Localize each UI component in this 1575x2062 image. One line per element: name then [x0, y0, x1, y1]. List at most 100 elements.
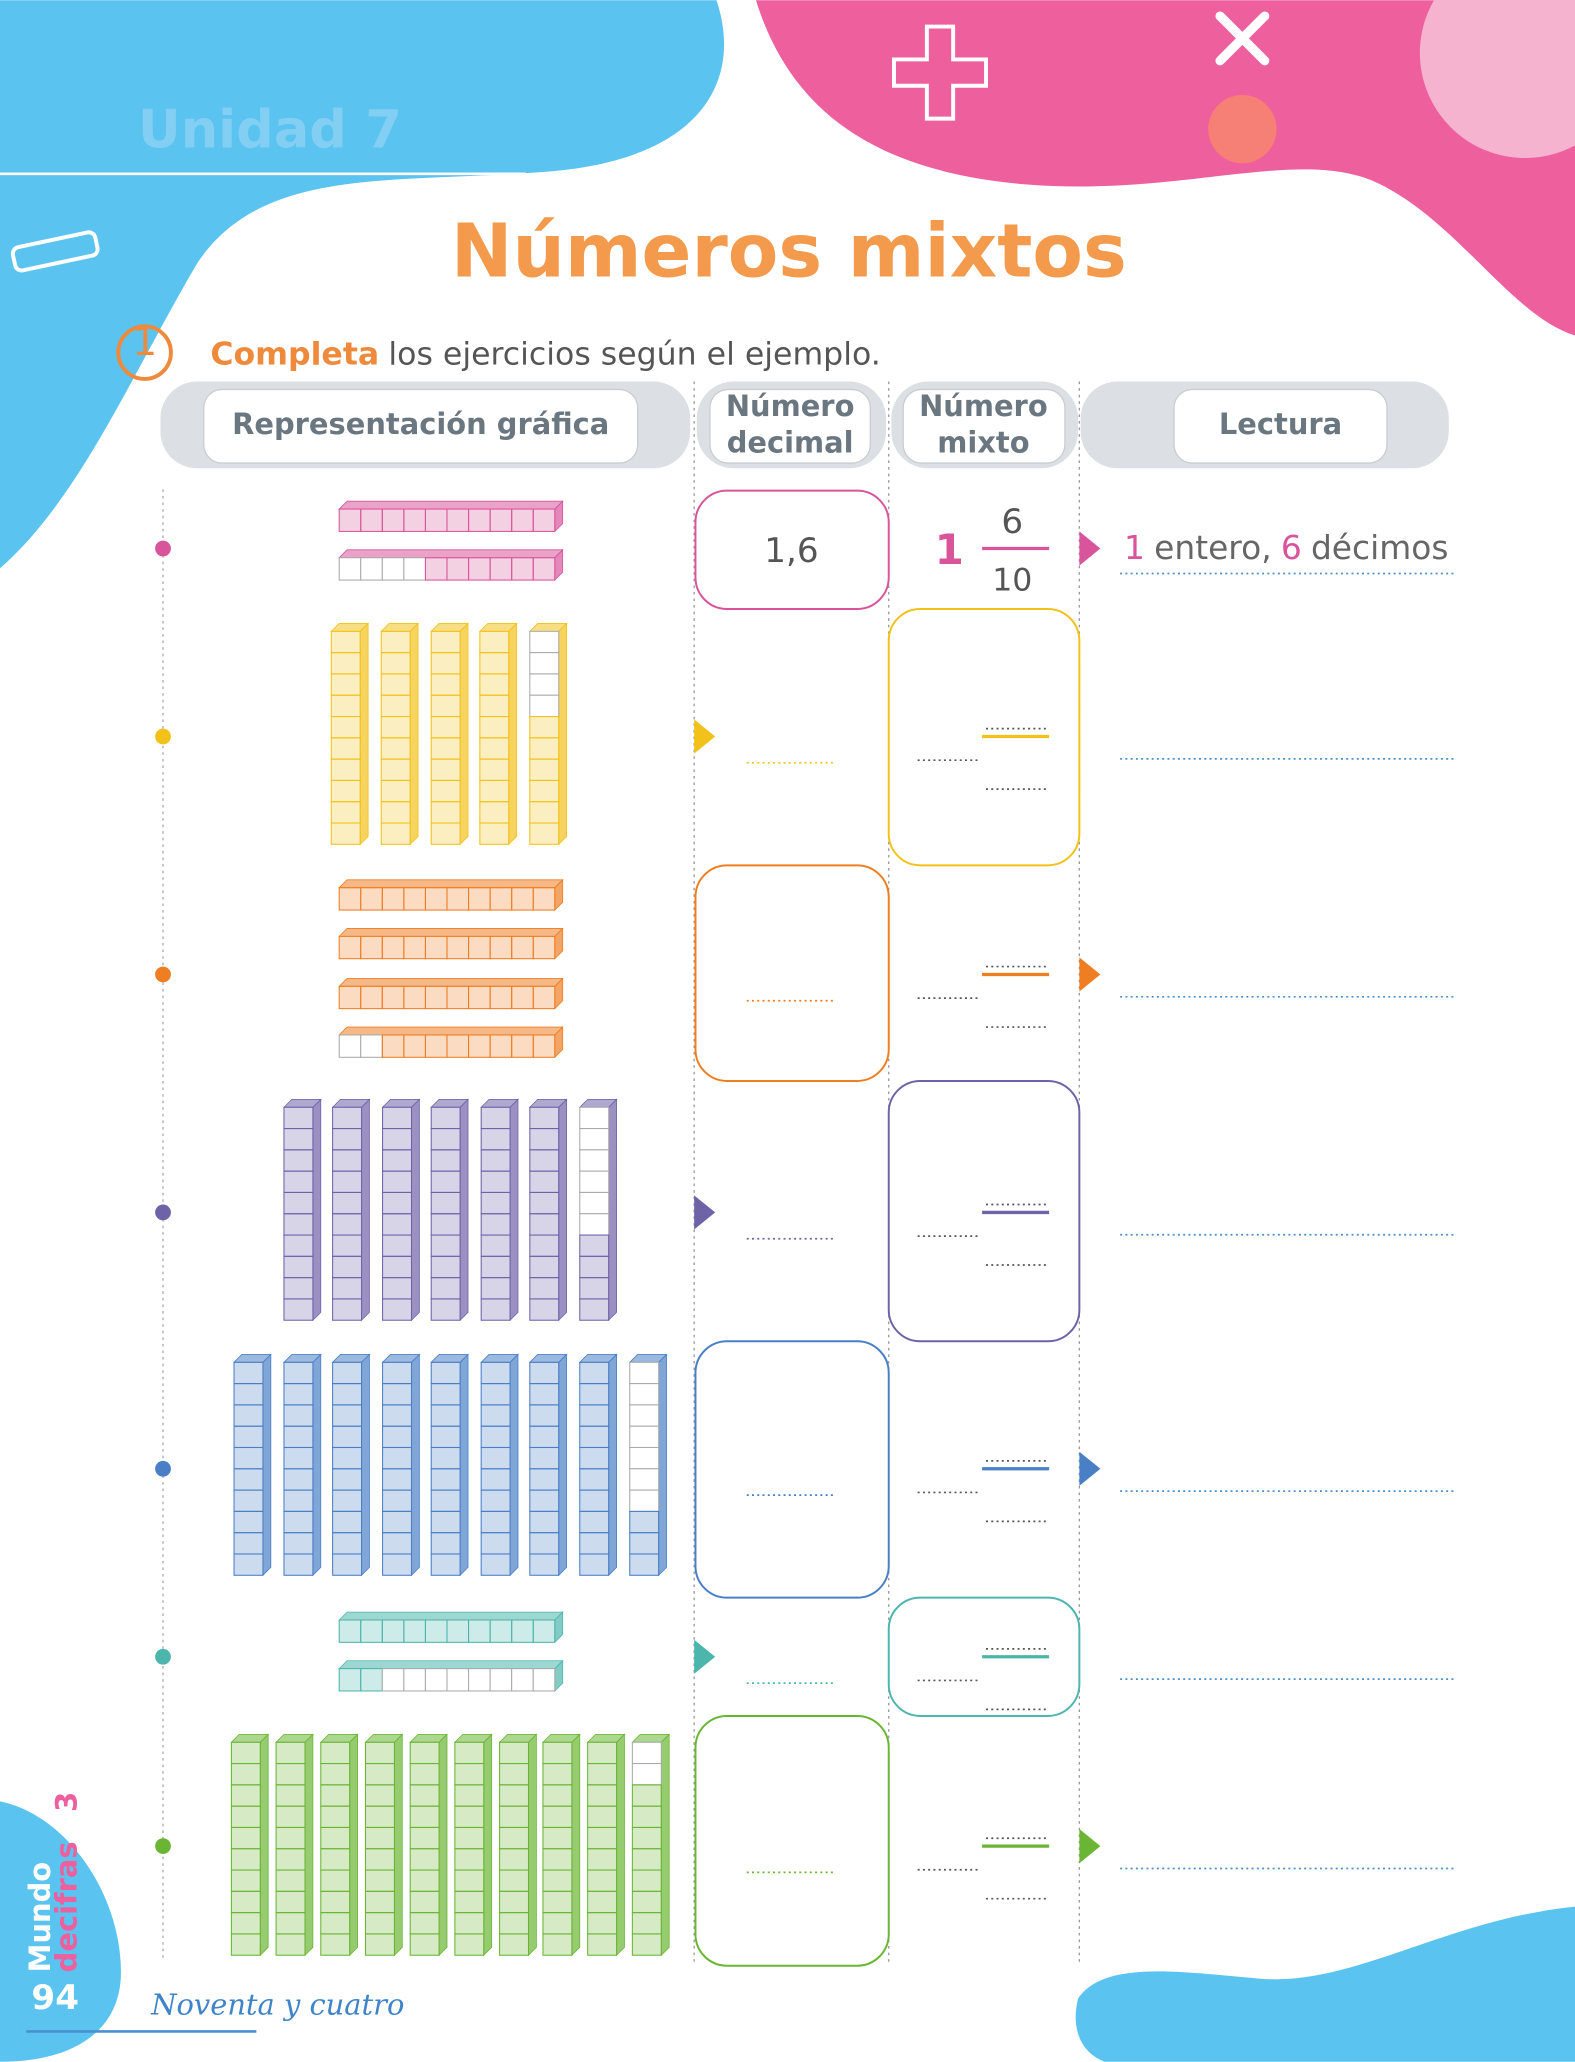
- rod-cell: [382, 1234, 413, 1257]
- rod-top: [338, 1026, 564, 1036]
- rod-cell: [489, 935, 513, 960]
- rod-cell: [330, 715, 361, 739]
- rod-cell: [479, 694, 510, 718]
- rod-cell: [529, 1106, 560, 1130]
- rod-cell: [233, 1383, 264, 1406]
- rod-cell: [579, 1489, 610, 1512]
- series-name-2: decifras: [49, 1841, 83, 1972]
- base-ten-rod: [528, 622, 568, 846]
- rod-cell: [424, 985, 448, 1010]
- rod-side: [312, 1098, 322, 1322]
- rod-cell: [330, 652, 361, 675]
- rod-cell: [403, 557, 426, 581]
- rod-cell: [380, 715, 411, 739]
- rod-cell: [480, 1510, 511, 1534]
- rod-cell: [511, 887, 534, 911]
- rod-cell: [480, 1213, 511, 1236]
- rod-cell: [579, 1383, 610, 1406]
- rod-side: [262, 1353, 272, 1577]
- rod-cell: [480, 1277, 511, 1300]
- instruction: Completa los ejercicios según el ejemplo.: [210, 336, 880, 372]
- rod-cell: [542, 1912, 573, 1935]
- rod-cell: [430, 652, 461, 675]
- rod-side: [509, 1353, 519, 1577]
- rod-cell: [579, 1361, 610, 1385]
- rod-cell: [532, 887, 556, 911]
- rod-cell: [454, 1826, 485, 1850]
- rod-cell: [529, 652, 560, 675]
- rod-cell: [320, 1848, 351, 1871]
- rod-cell: [480, 1532, 511, 1555]
- rod-cell: [480, 1106, 511, 1130]
- rod-cell: [283, 1361, 314, 1385]
- rod-cell: [233, 1510, 264, 1534]
- rod-cell: [230, 1763, 261, 1786]
- rod-cell: [468, 557, 491, 581]
- rod-cell: [332, 1298, 363, 1321]
- rod-cell: [529, 779, 560, 803]
- rod-cell: [320, 1933, 351, 1956]
- rod-cell: [233, 1446, 264, 1470]
- rod-cell: [430, 1277, 461, 1300]
- rod-cell: [382, 1361, 413, 1385]
- rod-cell: [489, 985, 513, 1010]
- rod-cell: [468, 935, 491, 960]
- rod-cell: [480, 1361, 511, 1385]
- rod-cell: [468, 985, 491, 1010]
- rod-cell: [480, 1191, 511, 1215]
- rod-cell: [579, 1446, 610, 1470]
- rod-cell: [631, 1741, 662, 1765]
- rod-cell: [579, 1170, 610, 1193]
- rod-cell: [579, 1404, 610, 1427]
- rod-cell: [529, 737, 560, 760]
- rod-cell: [403, 1668, 426, 1692]
- rod-cell: [587, 1741, 618, 1765]
- rod-cell: [338, 1668, 362, 1692]
- base-ten-rod: [478, 622, 518, 846]
- rod-cell: [381, 935, 405, 960]
- reading-part: 6: [1281, 528, 1302, 567]
- rod-cell: [332, 1468, 363, 1491]
- row-dot: [155, 966, 171, 983]
- rod-side: [509, 1098, 519, 1322]
- answer-box: [694, 864, 890, 1082]
- rod-side: [658, 1353, 667, 1577]
- reading-part: 1: [1124, 528, 1145, 567]
- rod-cell: [579, 1191, 610, 1215]
- rod-cell: [338, 1034, 362, 1058]
- rod-cell: [364, 1890, 395, 1914]
- rod-cell: [332, 1489, 363, 1512]
- rod-cell: [360, 1668, 383, 1692]
- row-dot: [155, 1838, 171, 1854]
- rod-cell: [275, 1912, 306, 1935]
- rod-side: [660, 1733, 670, 1957]
- row-arrow: [1079, 531, 1101, 566]
- rod-cell: [631, 1869, 662, 1892]
- rod-cell: [430, 1532, 461, 1555]
- rod-cell: [532, 508, 556, 532]
- rod-cell: [479, 737, 510, 760]
- rod-cell: [479, 673, 510, 696]
- rod-cell: [360, 1034, 383, 1058]
- rod-cell: [529, 1277, 560, 1300]
- rod-cell: [489, 887, 513, 911]
- rod-cell: [364, 1805, 395, 1828]
- rod-cell: [382, 1510, 413, 1534]
- rod-cell: [446, 985, 470, 1010]
- rod-cell: [382, 1404, 413, 1427]
- rod-cell: [381, 985, 405, 1010]
- rod-cell: [542, 1784, 573, 1807]
- rod-cell: [430, 1361, 461, 1385]
- rod-cell: [629, 1489, 660, 1512]
- rod-cell: [283, 1510, 314, 1534]
- rod-side: [459, 1353, 469, 1577]
- rod-cell: [499, 1912, 530, 1935]
- rod-cell: [499, 1869, 530, 1892]
- rod-cell: [364, 1933, 395, 1956]
- rod-cell: [332, 1277, 363, 1300]
- rod-cell: [446, 1619, 470, 1643]
- row-arrow: [1079, 957, 1101, 992]
- rod-side: [359, 622, 369, 846]
- rod-cell: [542, 1848, 573, 1871]
